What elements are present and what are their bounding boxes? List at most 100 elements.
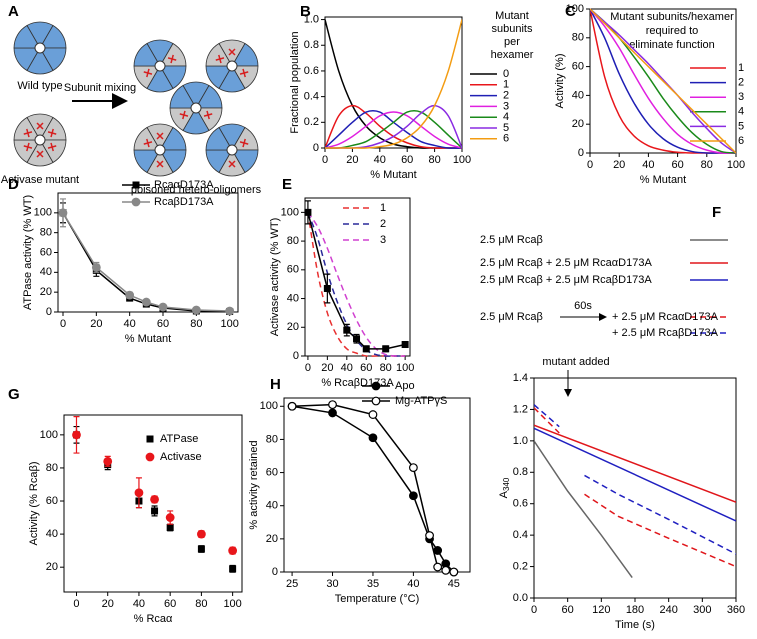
marker bbox=[91, 262, 101, 272]
y-tick-label: 0.0 bbox=[513, 592, 528, 604]
legend-title: Mutant bbox=[495, 10, 529, 22]
y-tick-label: 80 bbox=[287, 235, 299, 247]
y-tick-label: 0 bbox=[578, 147, 584, 159]
marker bbox=[287, 401, 297, 411]
hexamer bbox=[10, 21, 70, 75]
marker bbox=[441, 565, 451, 575]
hexamer bbox=[166, 81, 226, 135]
legend-marker bbox=[146, 435, 154, 443]
marker bbox=[328, 400, 337, 410]
x-tick-label: 35 bbox=[367, 578, 379, 590]
y-axis-label: ATPase activity (% WT) bbox=[22, 195, 34, 310]
y-axis-label-main: A bbox=[498, 490, 510, 498]
y-tick-label: 1.4 bbox=[513, 372, 528, 384]
panel-label: A bbox=[8, 3, 19, 20]
marker bbox=[103, 456, 113, 466]
y-tick-label: 20 bbox=[572, 118, 584, 130]
y-tick-label: 0 bbox=[293, 350, 299, 362]
marker bbox=[158, 302, 168, 312]
legend-title: per bbox=[504, 36, 520, 48]
legend-label: 6 bbox=[738, 135, 744, 147]
x-tick-label: 0 bbox=[305, 362, 311, 374]
marker bbox=[304, 208, 312, 216]
x-axis-label: % Mutant bbox=[640, 174, 686, 186]
x-tick-label: 20 bbox=[90, 318, 102, 330]
x-tick-label: 60 bbox=[157, 318, 169, 330]
plot-frame bbox=[589, 8, 737, 154]
legend-label: 1 bbox=[738, 62, 744, 74]
marker bbox=[368, 433, 378, 443]
plot-frame bbox=[533, 377, 737, 599]
x-tick-label: 100 bbox=[396, 362, 414, 374]
y-tick-label: 0.4 bbox=[513, 529, 528, 541]
legend-label: 4 bbox=[738, 106, 744, 118]
legend-label: 2.5 μM Rcaβ + 2.5 μM RcaβD173A bbox=[480, 274, 652, 286]
legend-label: 2 bbox=[503, 90, 509, 102]
x-axis-label: Temperature (°C) bbox=[335, 593, 419, 605]
legend-label: 5 bbox=[738, 120, 744, 132]
legend-title: subunits bbox=[492, 23, 533, 35]
x-tick-label: 40 bbox=[407, 578, 419, 590]
y-tick-label: 20 bbox=[46, 561, 58, 573]
y-axis-label: Activase activity (% WT) bbox=[269, 218, 281, 337]
y-tick-label: 40 bbox=[287, 292, 299, 304]
marker bbox=[382, 345, 390, 353]
legend-label: 1 bbox=[503, 79, 509, 91]
marker bbox=[368, 410, 378, 419]
marker bbox=[225, 306, 235, 316]
x-tick-label: 80 bbox=[701, 159, 713, 171]
x-tick-label: 20 bbox=[102, 598, 114, 610]
x-tick-label: 40 bbox=[133, 598, 145, 610]
x-tick-label: 180 bbox=[626, 604, 644, 616]
legend-label: Mg-ATPγS bbox=[395, 395, 447, 407]
legend-marker bbox=[371, 396, 381, 406]
y-tick-label: 100 bbox=[34, 207, 52, 219]
x-axis-label: Time (s) bbox=[615, 619, 655, 631]
series-line bbox=[307, 212, 406, 357]
label: Subunit mixing bbox=[64, 82, 136, 94]
y-axis-label-sub: 340 bbox=[502, 477, 511, 491]
x-axis-label: % Rcaα bbox=[134, 613, 173, 625]
x-tick-label: 20 bbox=[321, 362, 333, 374]
x-tick-label: 100 bbox=[220, 318, 238, 330]
legend-label: 2.5 μM Rcaβ + 2.5 μM RcaαD173A bbox=[480, 257, 652, 269]
legend-marker bbox=[132, 181, 140, 189]
y-tick-label: 1.0 bbox=[513, 435, 528, 447]
series-line bbox=[307, 212, 406, 350]
marker bbox=[362, 345, 370, 353]
legend-title: eliminate function bbox=[629, 39, 715, 51]
legend-label: 5 bbox=[503, 122, 509, 134]
legend-label: 3 bbox=[380, 234, 386, 246]
legend-label: 2 bbox=[738, 77, 744, 89]
series-line bbox=[62, 212, 230, 313]
legend-title: required to bbox=[646, 25, 699, 37]
panel-label: F bbox=[712, 204, 721, 221]
y-tick-label: 60 bbox=[46, 495, 58, 507]
legend-label: RcaαD173A bbox=[154, 179, 214, 191]
x-tick-label: 20 bbox=[346, 154, 358, 166]
x-tick-label: 60 bbox=[401, 154, 413, 166]
marker bbox=[165, 513, 175, 522]
x-tick-label: 0 bbox=[60, 318, 66, 330]
marker bbox=[408, 491, 418, 501]
series-line bbox=[325, 19, 462, 149]
panel-label: D bbox=[8, 176, 19, 193]
marker bbox=[433, 546, 443, 555]
legend-label: 3 bbox=[738, 91, 744, 103]
y-tick-label: 20 bbox=[40, 286, 52, 298]
marker bbox=[197, 545, 205, 553]
series-line bbox=[590, 8, 736, 154]
legend-label: ATPase bbox=[160, 433, 198, 445]
shape bbox=[34, 42, 46, 54]
x-tick-label: 240 bbox=[659, 604, 677, 616]
x-tick-label: 20 bbox=[613, 159, 625, 171]
panel-label: C bbox=[565, 3, 576, 20]
hexamer bbox=[202, 123, 262, 177]
x-tick-label: 80 bbox=[428, 154, 440, 166]
marker bbox=[401, 341, 409, 349]
legend-marker bbox=[131, 197, 141, 207]
plot-frame bbox=[283, 397, 471, 573]
hexamer bbox=[130, 123, 190, 177]
x-tick-label: 80 bbox=[380, 362, 392, 374]
y-tick-label: 100 bbox=[566, 3, 584, 15]
